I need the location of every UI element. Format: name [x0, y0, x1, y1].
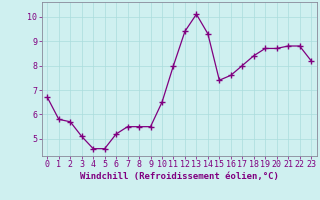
X-axis label: Windchill (Refroidissement éolien,°C): Windchill (Refroidissement éolien,°C) — [80, 172, 279, 181]
